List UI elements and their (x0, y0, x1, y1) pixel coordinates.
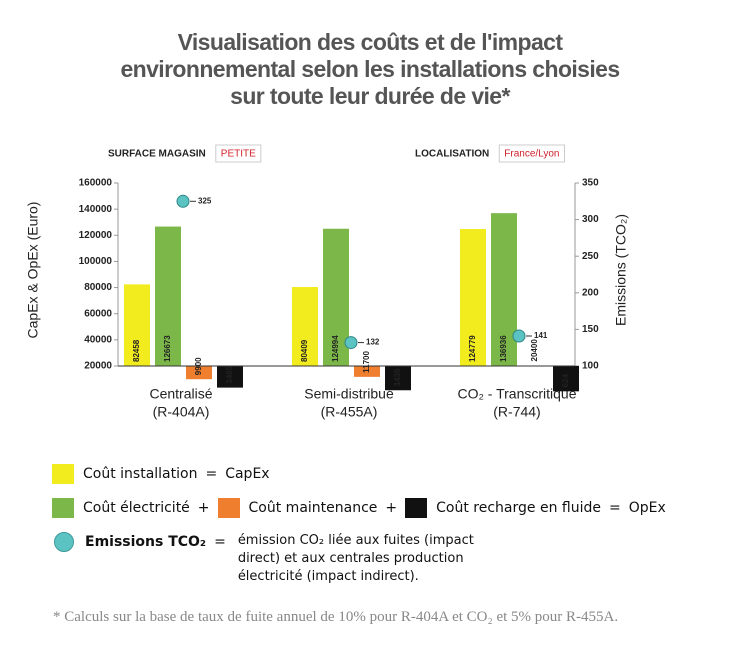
x-tick-label: (R-455A) (321, 404, 378, 420)
legend-label: Coût électricité (83, 500, 190, 516)
legend-note: émission CO₂ liée aux fuites (impact dir… (237, 533, 474, 584)
footnote: * Calculs sur la base de taux de fuite a… (53, 609, 619, 625)
legend-swatch (217, 498, 240, 518)
y-tick-label: 40000 (84, 334, 112, 345)
y2-tick-label: 350 (582, 178, 599, 189)
legend-result: OpEx (628, 500, 666, 516)
legend-row: Emissions TCO₂ = émission CO₂ liée aux fui… (52, 532, 712, 586)
bar (354, 366, 380, 377)
bar-value-label: 80409 (300, 339, 309, 362)
bar-value-label: 20400 (530, 339, 539, 362)
x-tick-label: CO₂ - Transcritique (457, 386, 576, 402)
legend-label: Coût recharge en fluide (436, 500, 601, 516)
bar (124, 284, 150, 366)
y-tick-label: 60000 (84, 308, 112, 319)
bar-value-label: 124994 (331, 335, 340, 362)
y2-tick-label: 300 (582, 214, 599, 225)
y-axis-title: CapEx & OpEx (Euro) (25, 202, 41, 339)
point-value-label: 325 (198, 196, 212, 205)
legend: Coût installation = CapEx Coût électricité +… (52, 464, 712, 600)
legend-swatch (52, 464, 74, 484)
filter-box (215, 144, 262, 163)
filter-value: France/Lyon (504, 149, 559, 160)
title-line: sur toute leur durée de vie* (230, 83, 510, 109)
y-tick-label: 160000 (79, 178, 113, 189)
x-tick-label: (R-404A) (153, 404, 210, 420)
legend-operator: = (214, 534, 226, 550)
y-tick-label: 100000 (79, 256, 113, 267)
y-tick-label: 80000 (84, 282, 112, 293)
chart: Visualisation des coûts et de l'impacten… (25, 29, 629, 420)
legend-swatch (52, 498, 74, 518)
y-tick-label: 20000 (84, 361, 112, 372)
bar (155, 226, 181, 366)
x-tick-label: Centralisé (149, 386, 212, 402)
emission-point (176, 194, 190, 208)
bar-value-label: 3465 (225, 365, 234, 383)
point-value-label: 141 (534, 331, 548, 340)
filter-label: LOCALISATION (415, 149, 489, 160)
y2-tick-label: 100 (582, 361, 599, 372)
bar (460, 229, 486, 366)
bar-value-label: 1436 (393, 368, 402, 386)
legend-row: Coût électricité + Coût maintenance + Coût r… (52, 498, 712, 518)
legend-label: Coût installation (83, 466, 198, 482)
legend-result: CapEx (225, 466, 270, 482)
bar (217, 366, 243, 388)
filter-label: SURFACE MAGASIN (108, 149, 206, 160)
bar-value-label: 136936 (499, 335, 508, 362)
y-tick-label: 140000 (79, 204, 113, 215)
legend-operator: = (608, 500, 621, 516)
legend-operator: + (385, 500, 398, 516)
y2-tick-label: 200 (582, 287, 599, 298)
bar (553, 366, 579, 392)
y2-tick-label: 250 (582, 251, 599, 262)
y2-tick-label: 150 (582, 324, 599, 335)
y-tick-label: 120000 (79, 230, 113, 241)
point-value-label: 132 (366, 338, 380, 347)
y2-axis-title: Emissions (TCO₂) (613, 214, 629, 326)
bar-value-label: 11700 (362, 350, 371, 372)
legend-label: Emissions TCO₂ (85, 534, 207, 550)
x-tick-label: (R-744) (493, 404, 540, 420)
title-line: Visualisation des coûts et de l'impact (178, 29, 564, 55)
bar (491, 213, 517, 366)
legend-swatch (405, 498, 428, 518)
emission-point (512, 329, 526, 343)
bar (292, 287, 318, 366)
legend-swatch (54, 532, 74, 552)
bar (186, 366, 212, 380)
bar-value-label: 82458 (132, 339, 141, 362)
x-tick-label: Semi-distribué (304, 386, 394, 402)
bar-value-label: 624 (561, 373, 570, 387)
legend-operator: + (197, 500, 210, 516)
title-line: environnemental selon les installations … (120, 56, 619, 82)
filter-value: PETITE (221, 149, 256, 160)
emission-point (344, 336, 358, 350)
legend-row: Coût installation = CapEx (52, 464, 712, 484)
bar (385, 366, 411, 391)
bar-value-label: 124779 (468, 335, 477, 362)
legend-label: Coût maintenance (248, 500, 378, 516)
filter-box (498, 144, 565, 163)
legend-operator: = (205, 466, 218, 482)
bar-value-label: 126673 (163, 335, 172, 362)
